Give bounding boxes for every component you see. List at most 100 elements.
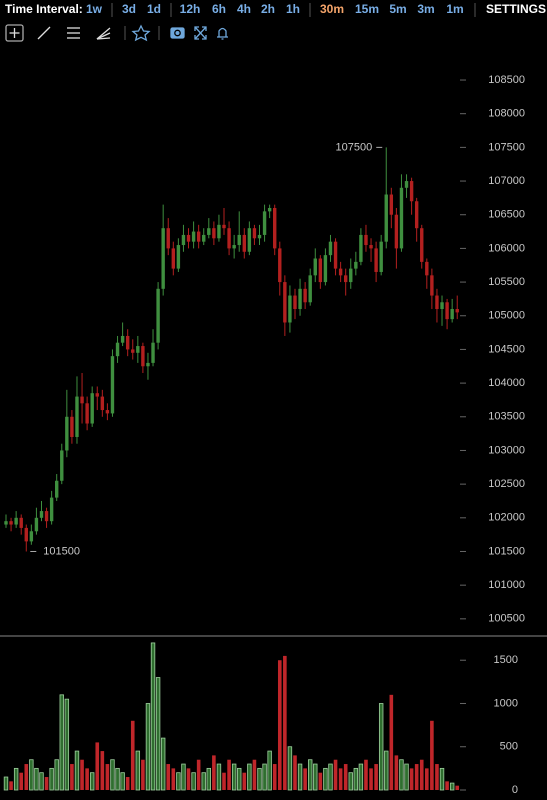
candle-body bbox=[394, 214, 399, 249]
volume-bar bbox=[216, 763, 222, 791]
candle-body bbox=[202, 234, 206, 242]
volume-bar bbox=[277, 660, 282, 790]
candle-body bbox=[9, 521, 13, 525]
interval-button[interactable]: 1w bbox=[86, 2, 103, 16]
candle-body bbox=[404, 181, 409, 188]
volume-bar bbox=[242, 772, 247, 790]
interval-button[interactable]: 3m bbox=[417, 2, 434, 16]
alert-icon[interactable] bbox=[217, 27, 228, 40]
candle-body bbox=[445, 302, 449, 320]
candle-body bbox=[105, 410, 110, 414]
volume-bar bbox=[369, 768, 373, 790]
candle-body bbox=[80, 396, 84, 404]
candle-body bbox=[125, 335, 130, 350]
candle-body bbox=[217, 224, 221, 239]
volume-bar bbox=[155, 677, 161, 791]
candle-body bbox=[44, 511, 49, 522]
candle-body bbox=[95, 393, 99, 397]
volume-bar bbox=[125, 777, 130, 790]
y-tick-label: 100500 bbox=[488, 613, 525, 625]
volume-bar bbox=[19, 772, 24, 790]
volume-bar bbox=[419, 759, 424, 790]
interval-button[interactable]: 3d bbox=[122, 2, 136, 16]
interval-button[interactable]: 1d bbox=[147, 2, 161, 16]
y-tick-label: 500 bbox=[500, 741, 518, 753]
high-annotation: 107500 bbox=[336, 141, 373, 153]
candle-body bbox=[288, 295, 292, 323]
candle-body bbox=[298, 288, 302, 310]
interval-button[interactable]: 2h bbox=[261, 2, 275, 16]
drawing-tools bbox=[5, 24, 228, 42]
candle-body bbox=[171, 248, 176, 269]
y-tick-label: 107500 bbox=[488, 141, 525, 153]
interval-button[interactable]: 1m bbox=[446, 2, 463, 16]
candle-body bbox=[212, 228, 216, 239]
fullscreen-icon[interactable] bbox=[194, 26, 207, 40]
interval-button[interactable]: 15m bbox=[355, 2, 379, 16]
candle-body bbox=[131, 349, 135, 353]
toolbar-separators bbox=[111, 3, 476, 40]
candle-body bbox=[242, 234, 246, 252]
candle-body bbox=[328, 241, 333, 256]
volume-bar bbox=[130, 720, 135, 790]
interval-button[interactable]: 5m bbox=[389, 2, 406, 16]
y-tick-label: 101500 bbox=[488, 545, 525, 557]
y-tick-label: 105000 bbox=[488, 310, 525, 322]
volume-bar bbox=[39, 772, 44, 791]
volume-bar bbox=[353, 767, 359, 791]
volume-bar bbox=[13, 767, 19, 791]
volume-bar bbox=[257, 767, 262, 791]
candle-body bbox=[166, 228, 170, 249]
line-tool[interactable] bbox=[37, 26, 51, 40]
settings-button[interactable]: SETTINGS bbox=[486, 2, 546, 16]
y-tick-label: 103000 bbox=[488, 444, 525, 456]
candle-body bbox=[90, 393, 94, 424]
volume-bar bbox=[100, 751, 105, 790]
horizontal-line-tool[interactable] bbox=[67, 27, 80, 39]
volume-bar bbox=[247, 763, 252, 791]
interval-button[interactable]: 12h bbox=[180, 2, 201, 16]
volume-bar bbox=[227, 759, 231, 790]
y-tick-label: 107000 bbox=[488, 175, 525, 187]
volume-bar bbox=[206, 767, 211, 791]
y-tick-label: 101000 bbox=[488, 579, 525, 591]
volume-bar bbox=[399, 759, 404, 791]
candle-body bbox=[425, 261, 429, 276]
volume-bar bbox=[364, 759, 368, 790]
crosshair-tool[interactable] bbox=[5, 24, 24, 42]
volume-bar bbox=[191, 772, 196, 791]
volume-bar bbox=[252, 759, 257, 790]
y-tick-label: 106500 bbox=[488, 209, 525, 221]
volume-bar bbox=[89, 772, 95, 791]
volume-bar bbox=[414, 764, 419, 790]
interval-button[interactable]: 6h bbox=[212, 2, 226, 16]
volume-bar bbox=[141, 759, 145, 790]
candle-body bbox=[450, 309, 454, 320]
candle-body bbox=[435, 295, 439, 310]
candle-body bbox=[369, 245, 373, 249]
candle-body bbox=[349, 268, 353, 283]
candle-body bbox=[420, 228, 424, 262]
volume-bar bbox=[115, 767, 120, 791]
volume-bar bbox=[409, 768, 414, 790]
volume-bar bbox=[287, 746, 293, 791]
interval-button[interactable]: 4h bbox=[237, 2, 251, 16]
volume-bar bbox=[29, 759, 34, 791]
interval-button[interactable]: 1h bbox=[286, 2, 300, 16]
screenshot-icon[interactable] bbox=[170, 27, 185, 39]
candle-body bbox=[333, 241, 338, 269]
favorite-icon[interactable] bbox=[131, 24, 151, 42]
volume-bar bbox=[348, 772, 353, 791]
y-tick-label: 1000 bbox=[494, 697, 518, 709]
candle-body bbox=[191, 231, 196, 242]
candle-body bbox=[115, 342, 120, 357]
volume-bar bbox=[186, 768, 191, 790]
volume-bar bbox=[358, 763, 364, 791]
candle-body bbox=[136, 346, 140, 353]
volume-bar bbox=[145, 703, 151, 791]
volume-bar bbox=[394, 755, 399, 790]
volume-bar bbox=[272, 764, 277, 790]
fan-tool[interactable] bbox=[96, 27, 111, 40]
volume-bar bbox=[343, 764, 348, 790]
interval-button[interactable]: 30m bbox=[320, 2, 344, 16]
